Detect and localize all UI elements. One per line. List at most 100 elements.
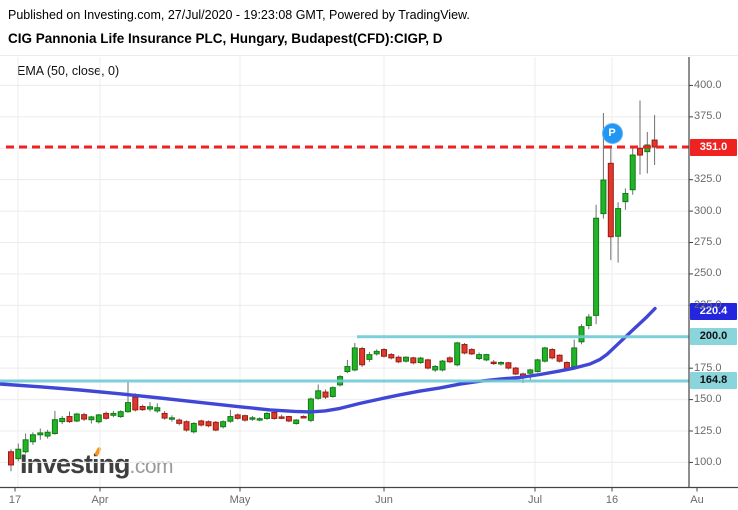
candle <box>615 202 622 263</box>
candle <box>161 410 168 420</box>
candle-body-up <box>476 354 483 360</box>
candle <box>607 147 614 261</box>
candle <box>307 397 314 423</box>
candle <box>395 355 402 364</box>
candle-body-down <box>607 162 614 238</box>
candle <box>534 358 541 373</box>
candle <box>585 314 592 330</box>
candle <box>446 356 453 364</box>
candle-body-up <box>615 208 622 237</box>
candle-body-up <box>541 347 548 362</box>
ema-indicator-label[interactable]: EMA (50, close, 0) <box>17 64 120 78</box>
candle-body-up <box>432 366 439 371</box>
candle <box>81 412 88 421</box>
candle <box>249 415 256 421</box>
candle <box>154 403 161 413</box>
candle-body-up <box>29 434 36 443</box>
candle <box>329 386 336 398</box>
candle <box>366 351 373 362</box>
candle <box>139 404 146 411</box>
candle <box>424 358 431 370</box>
candle-body-down <box>278 416 285 419</box>
candle-body-down <box>8 451 14 466</box>
candle <box>505 361 512 370</box>
candle-body-down <box>395 356 402 363</box>
candle-body-down <box>234 414 241 419</box>
candle-body-up <box>51 419 58 435</box>
candle-body-down <box>161 412 168 419</box>
candle <box>227 409 234 423</box>
candle-body-down <box>505 362 512 369</box>
candle <box>454 341 461 367</box>
candle <box>300 415 307 419</box>
candle-body-down <box>381 349 387 357</box>
candle-body-down <box>388 354 395 359</box>
candle-body-up <box>227 416 234 422</box>
candle <box>322 389 329 399</box>
candle <box>176 418 183 426</box>
candle-body-up <box>264 412 270 419</box>
candle <box>490 360 497 366</box>
candle <box>205 420 212 428</box>
candle <box>410 356 417 365</box>
event-marker-p[interactable]: P <box>601 122 623 144</box>
candle-body-down <box>651 139 658 148</box>
candle-body-down <box>242 415 248 421</box>
candle <box>271 411 278 420</box>
candle <box>315 384 322 400</box>
candle <box>381 348 387 358</box>
candle <box>476 352 483 361</box>
candle <box>183 420 190 432</box>
candle <box>403 356 409 363</box>
candle-body-down <box>81 414 88 420</box>
candlestick-series <box>8 100 658 472</box>
candle-body-up <box>307 398 314 421</box>
candle-body-up <box>534 359 541 373</box>
candle <box>147 402 153 412</box>
candle-body-down <box>212 421 219 431</box>
candle-body-down <box>300 416 307 419</box>
candle <box>541 346 548 363</box>
instrument-title: CIG Pannonia Life Insurance PLC, Hungary… <box>8 31 443 46</box>
candle-body-down <box>205 421 212 427</box>
candle-body-down <box>512 367 519 375</box>
candle <box>198 419 205 427</box>
candle <box>88 415 95 424</box>
candle-body-down <box>176 419 183 424</box>
candle-body-up <box>593 217 600 316</box>
candle-body-up <box>571 347 578 368</box>
candle-body-up <box>578 326 585 343</box>
candle-body-up <box>15 448 22 460</box>
candle <box>556 354 563 363</box>
candle-body-down <box>461 344 468 354</box>
candle-body-down <box>446 357 453 363</box>
candle <box>351 342 358 372</box>
candle-body-down <box>359 348 366 366</box>
candle-body-up <box>190 422 197 433</box>
candle-body-up <box>37 432 44 436</box>
candle <box>359 346 366 367</box>
candle-body-up <box>117 411 124 418</box>
candle <box>37 428 44 440</box>
candle-body-down <box>490 361 497 365</box>
candle <box>8 449 14 472</box>
candle-body-down <box>132 396 139 411</box>
candle <box>103 411 110 420</box>
candle <box>637 100 643 175</box>
candle-body-down <box>139 406 146 411</box>
candle <box>59 415 66 425</box>
candle-body-down <box>66 416 73 423</box>
candle <box>417 356 424 364</box>
candle-body-up <box>73 413 80 422</box>
candle <box>110 410 117 418</box>
candle <box>117 410 124 418</box>
candle <box>73 412 80 423</box>
candle <box>622 188 629 210</box>
candle <box>344 359 351 374</box>
candle-body-down <box>549 349 556 359</box>
published-line: Published on Investing.com, 27/Jul/2020 … <box>8 8 470 22</box>
candle-body-down <box>322 391 329 398</box>
candle-body-up <box>527 369 534 374</box>
candle <box>629 145 636 195</box>
